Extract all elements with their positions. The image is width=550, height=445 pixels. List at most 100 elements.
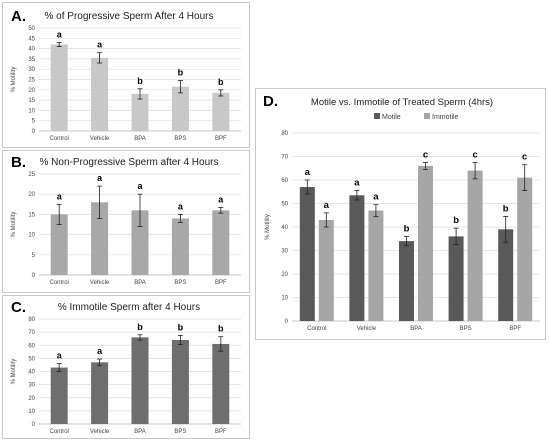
chart-svg-d: D. Motile vs. Immotile of Treated Sperm (… — [263, 93, 540, 332]
legend-label: Immotile — [432, 114, 459, 121]
significance-label: a — [57, 351, 63, 361]
bar — [50, 214, 68, 275]
y-tick-label: 25 — [28, 172, 35, 178]
legend-swatch — [424, 113, 430, 119]
significance-label: a — [218, 195, 224, 205]
bar — [131, 210, 149, 275]
x-tick-label: BPS — [174, 280, 186, 286]
chart-svg-c: C. % Immotile Sperm after 4 Hours 0 10 20 30 4… — [11, 299, 241, 435]
significance-label: a — [373, 192, 379, 203]
bar — [171, 218, 189, 275]
significance-label: c — [423, 149, 428, 160]
bar — [212, 92, 230, 131]
significance-label: a — [178, 201, 184, 211]
bar — [318, 219, 334, 321]
bar — [349, 195, 365, 321]
x-tick-label: Vehicle — [90, 136, 110, 142]
bar — [50, 44, 68, 132]
x-tick-label: Vehicle — [90, 280, 110, 286]
y-tick-label: 10 — [28, 233, 35, 239]
bar — [212, 343, 230, 424]
x-tick-label: Control — [50, 136, 69, 142]
y-tick-label: 10 — [281, 296, 288, 302]
y-tick-label: 30 — [28, 67, 35, 73]
bar — [448, 236, 464, 321]
panel-a-progressive-chart: A. % of Progressive Sperm After 4 Hours 0 5… — [2, 2, 250, 148]
y-tick-label: 0 — [32, 273, 36, 279]
bar — [91, 57, 109, 132]
x-tick-label: BPA — [134, 136, 146, 142]
bar — [171, 86, 189, 131]
bar — [131, 93, 149, 131]
y-tick-label: 0 — [285, 319, 289, 325]
y-tick-label: 20 — [28, 192, 35, 198]
y-tick-label: 40 — [281, 225, 288, 231]
y-tick-label: 40 — [28, 370, 35, 376]
x-tick-label: Control — [50, 429, 69, 435]
significance-label: b — [137, 76, 143, 86]
y-tick-label: 5 — [32, 119, 36, 125]
significance-label: b — [178, 322, 184, 332]
x-tick-label: BPS — [174, 429, 186, 435]
chart-title: % Immotile Sperm after 4 Hours — [58, 302, 200, 313]
y-tick-label: 20 — [281, 272, 288, 278]
x-tick-label: BPS — [174, 136, 186, 142]
significance-label: a — [354, 178, 360, 189]
panel-letter: C. — [11, 299, 26, 316]
chart-title: % of Progressive Sperm After 4 Hours — [45, 11, 214, 22]
y-tick-label: 50 — [28, 356, 35, 362]
y-tick-label: 20 — [28, 396, 35, 402]
bar — [299, 187, 315, 321]
y-tick-label: 50 — [28, 26, 35, 32]
y-tick-label: 50 — [281, 202, 288, 208]
y-tick-label: 70 — [281, 155, 288, 161]
y-axis-label: % Motility — [265, 214, 271, 240]
bar — [50, 367, 68, 424]
y-axis-label: % Motility — [11, 67, 17, 93]
significance-label: a — [97, 40, 103, 50]
chart-title: % Non-Progressive Sperm after 4 Hours — [40, 157, 219, 168]
y-tick-label: 35 — [28, 57, 35, 63]
y-tick-label: 10 — [28, 409, 35, 415]
x-tick-label: BPF — [215, 280, 227, 286]
x-tick-label: Control — [307, 326, 326, 332]
y-tick-label: 0 — [32, 129, 36, 135]
y-tick-label: 15 — [28, 212, 35, 218]
x-tick-label: Control — [50, 280, 69, 286]
bar — [517, 177, 533, 321]
x-tick-label: BPF — [215, 136, 227, 142]
significance-label: b — [453, 215, 459, 226]
significance-label: c — [472, 149, 477, 160]
significance-label: a — [57, 191, 63, 201]
significance-label: b — [503, 203, 509, 214]
chart-title: Motile vs. Immotile of Treated Sperm (4h… — [311, 97, 493, 108]
significance-label: c — [522, 152, 527, 163]
x-tick-label: Vehicle — [90, 429, 110, 435]
panel-d-motile-vs-immotile-chart: D. Motile vs. Immotile of Treated Sperm (… — [255, 88, 546, 340]
bar — [171, 340, 189, 424]
chart-svg-b: B. % Non-Progressive Sperm after 4 Hours 0… — [11, 154, 241, 286]
y-tick-label: 80 — [281, 131, 288, 137]
y-axis-label: % Motility — [11, 359, 17, 385]
y-tick-label: 80 — [28, 317, 35, 323]
significance-label: a — [97, 346, 103, 356]
bar — [498, 229, 514, 321]
panel-letter: B. — [11, 154, 26, 171]
y-axis-label: % Motility — [11, 212, 17, 238]
x-tick-label: Vehicle — [357, 326, 377, 332]
significance-label: b — [404, 223, 410, 234]
significance-label: a — [57, 29, 63, 39]
bar — [368, 210, 384, 321]
y-tick-label: 60 — [28, 343, 35, 349]
x-tick-label: BPF — [215, 429, 227, 435]
x-tick-label: BPA — [134, 429, 146, 435]
bar — [399, 241, 414, 321]
bar — [467, 170, 483, 321]
panel-c-immotile-chart: C. % Immotile Sperm after 4 Hours 0 10 20 30 4… — [2, 295, 250, 439]
y-tick-label: 40 — [28, 47, 35, 53]
legend-label: Motile — [382, 114, 401, 121]
chart-svg-a: A. % of Progressive Sperm After 4 Hours 0 5… — [11, 8, 241, 142]
bar — [131, 337, 149, 424]
y-tick-label: 25 — [28, 78, 35, 84]
x-tick-label: BPF — [509, 326, 521, 332]
